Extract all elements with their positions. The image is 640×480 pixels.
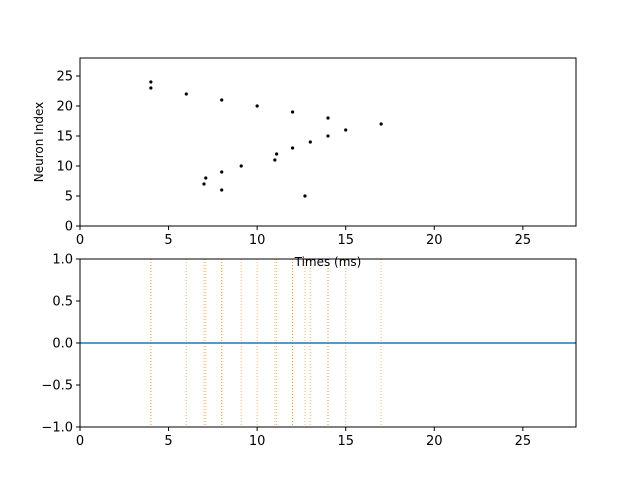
raster-y-tick-label: 20	[56, 100, 73, 115]
spike-point	[149, 80, 153, 84]
trace-y-tick-label: 0.0	[52, 337, 73, 352]
spike-point	[184, 92, 188, 96]
spike-point	[290, 146, 295, 150]
raster-y-axis-label: Neuron Index	[32, 102, 46, 182]
trace-y-ticks: 1.0 0.5 0.0 −0.5 −1.0	[41, 253, 80, 436]
spike-point	[202, 182, 206, 186]
raster-x-tick-label: 15	[337, 233, 354, 248]
raster-plot: 0 5 10 15 20 25 0 5 10 15 20 25	[56, 57, 577, 248]
trace-plot: 0 5 10 15 20 25 1.0 0.5 0.0 −0.5 −1.0	[41, 253, 577, 449]
spike-point	[220, 170, 224, 174]
trace-x-tick-label: 0	[76, 434, 84, 449]
trace-x-tick-label: 15	[337, 434, 354, 449]
raster-x-tick-label: 20	[426, 233, 443, 248]
spike-point	[255, 104, 259, 108]
spike-point	[379, 122, 383, 126]
spike-point	[220, 98, 224, 102]
spike-point	[149, 86, 153, 90]
spike-point	[239, 164, 243, 168]
spike-point	[290, 110, 295, 114]
spike-point	[344, 128, 348, 132]
raster-y-tick-label: 5	[65, 190, 73, 205]
raster-y-tick-label: 15	[56, 130, 73, 145]
raster-plot-frame	[79, 57, 577, 227]
raster-y-tick-label: 0	[65, 220, 73, 235]
raster-x-axis-label: Times (ms)	[294, 255, 362, 269]
trace-x-tick-label: 10	[249, 434, 266, 449]
raster-x-ticks: 0 5 10 15 20 25	[76, 226, 531, 248]
trace-y-tick-label: −0.5	[41, 379, 73, 394]
spike-point	[204, 176, 208, 180]
spike-point	[326, 134, 330, 138]
trace-x-tick-label: 20	[426, 434, 443, 449]
spike-point	[220, 188, 224, 192]
raster-x-tick-label: 25	[515, 233, 532, 248]
spike-point	[273, 158, 277, 162]
spike-point	[308, 140, 312, 144]
raster-y-tick-label: 10	[56, 160, 73, 175]
trace-y-tick-label: 0.5	[52, 295, 73, 310]
spike-point	[303, 194, 307, 198]
spike-point	[326, 116, 330, 120]
spike-point	[275, 152, 279, 156]
raster-y-ticks: 0 5 10 15 20 25	[56, 70, 80, 235]
trace-y-tick-label: 1.0	[52, 253, 73, 268]
raster-points	[149, 80, 383, 198]
trace-x-ticks: 0 5 10 15 20 25	[76, 427, 531, 449]
raster-x-tick-label: 0	[76, 233, 84, 248]
raster-y-tick-label: 25	[56, 70, 73, 85]
trace-y-tick-label: −1.0	[41, 421, 73, 436]
trace-x-tick-label: 5	[164, 434, 172, 449]
raster-x-tick-label: 5	[164, 233, 172, 248]
raster-x-tick-label: 10	[249, 233, 266, 248]
trace-x-tick-label: 25	[515, 434, 532, 449]
